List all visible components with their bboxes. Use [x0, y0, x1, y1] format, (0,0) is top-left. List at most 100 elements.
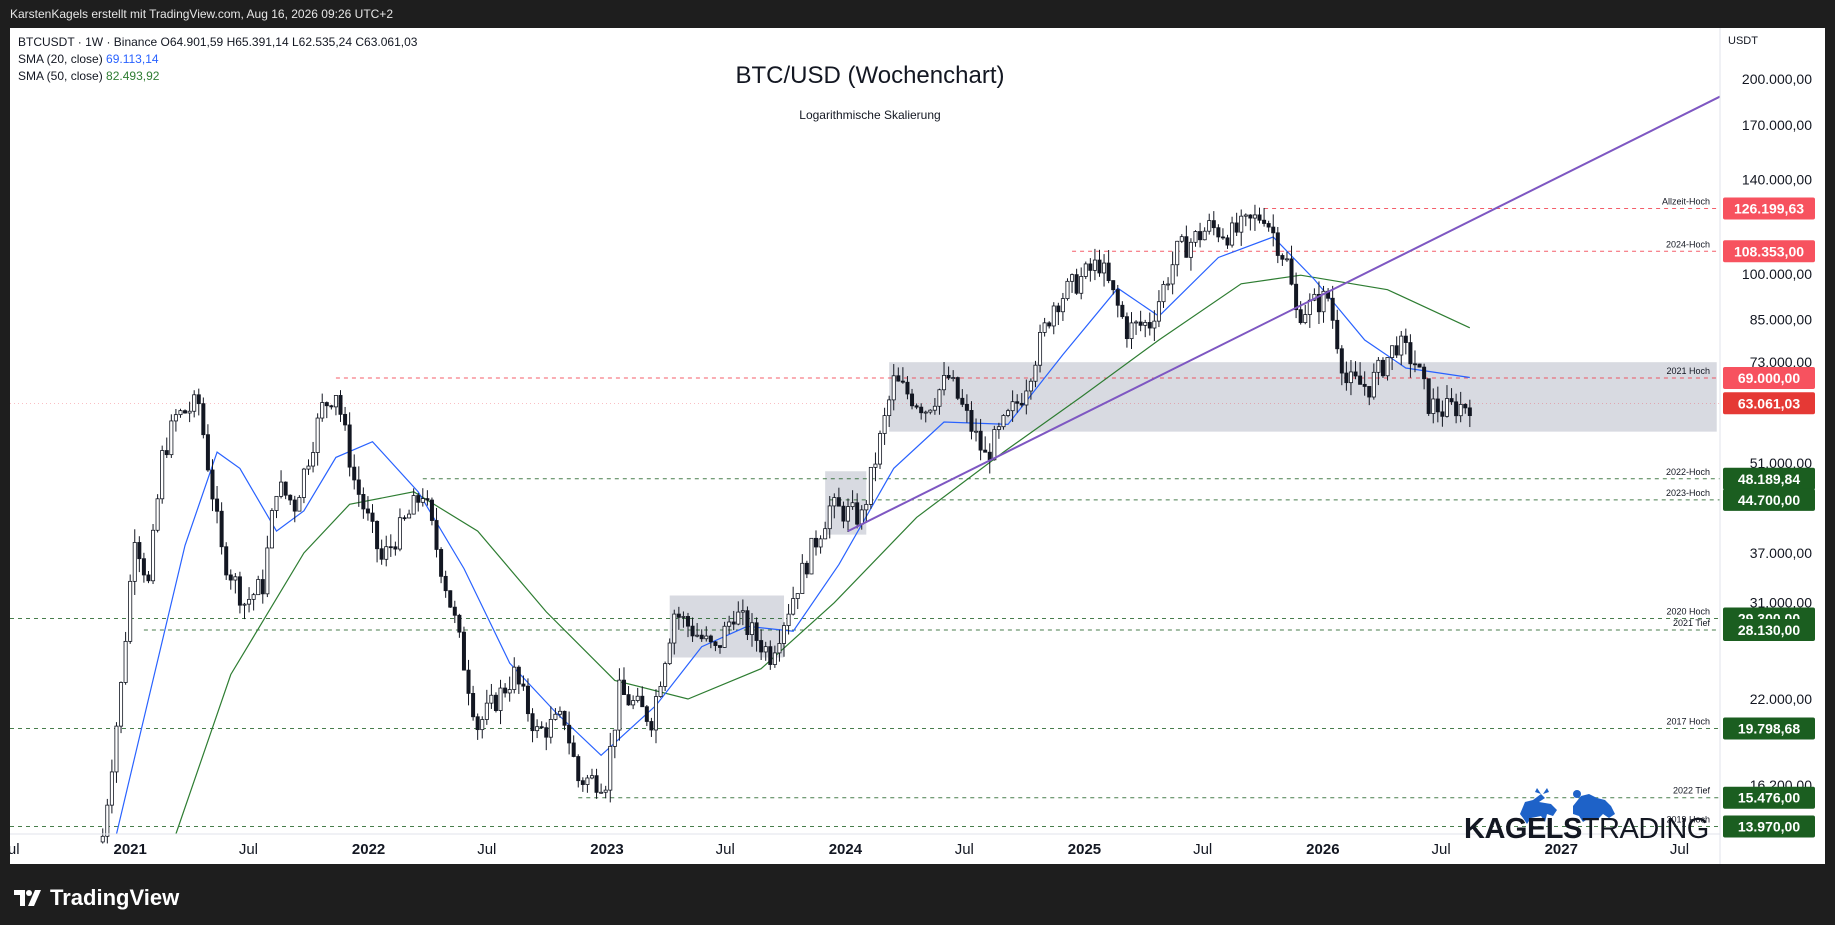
candle-body[interactable] — [594, 775, 599, 793]
candle-body[interactable] — [585, 777, 590, 785]
candle-body[interactable] — [873, 463, 878, 468]
candle-body[interactable] — [768, 646, 773, 665]
candle-body[interactable] — [1262, 219, 1267, 224]
candle-body[interactable] — [919, 406, 924, 414]
candle-body[interactable] — [1358, 375, 1363, 385]
candle-body[interactable] — [256, 579, 261, 596]
candle-body[interactable] — [740, 610, 745, 613]
candle-body[interactable] — [946, 375, 951, 379]
candle-body[interactable] — [1092, 259, 1097, 271]
candle-body[interactable] — [1170, 264, 1175, 285]
candle-body[interactable] — [1412, 363, 1417, 366]
candle-body[interactable] — [1111, 280, 1116, 291]
candle-body[interactable] — [521, 683, 526, 687]
candle-body[interactable] — [219, 510, 224, 548]
candle-body[interactable] — [132, 542, 137, 582]
candle-body[interactable] — [169, 420, 174, 456]
candle-body[interactable] — [1444, 398, 1449, 417]
candle-body[interactable] — [210, 469, 215, 500]
candle-body[interactable] — [228, 574, 233, 581]
candle-body[interactable] — [1070, 274, 1075, 282]
candle-body[interactable] — [1102, 262, 1107, 274]
candle-body[interactable] — [864, 503, 869, 511]
candle-body[interactable] — [457, 614, 462, 633]
candle-body[interactable] — [1257, 214, 1262, 221]
candle-body[interactable] — [1010, 401, 1015, 412]
candle-body[interactable] — [105, 804, 110, 837]
candle-body[interactable] — [745, 610, 750, 636]
candle-body[interactable] — [160, 450, 165, 500]
candle-body[interactable] — [631, 700, 636, 706]
candle-body[interactable] — [1380, 359, 1385, 377]
candle-body[interactable] — [717, 645, 722, 648]
candle-body[interactable] — [557, 710, 562, 715]
candle-body[interactable] — [1344, 372, 1349, 384]
candle-body[interactable] — [1097, 259, 1102, 274]
candle-body[interactable] — [507, 689, 512, 694]
candle-body[interactable] — [164, 450, 169, 456]
candle-body[interactable] — [1330, 297, 1335, 321]
sma50-line[interactable] — [175, 274, 1471, 835]
candle-body[interactable] — [489, 694, 494, 704]
candle-body[interactable] — [1019, 402, 1024, 406]
candle-body[interactable] — [1353, 371, 1358, 377]
candle-body[interactable] — [896, 375, 901, 382]
candle-body[interactable] — [1056, 305, 1061, 313]
candle-body[interactable] — [352, 466, 357, 481]
candle-body[interactable] — [663, 663, 668, 687]
candle-body[interactable] — [1202, 230, 1207, 241]
candle-body[interactable] — [1394, 345, 1399, 356]
candle-body[interactable] — [626, 694, 631, 706]
candle-body[interactable] — [974, 430, 979, 433]
candle-body[interactable] — [1193, 231, 1198, 243]
candle-body[interactable] — [850, 502, 855, 508]
candle-body[interactable] — [1179, 236, 1184, 242]
trendline[interactable] — [847, 95, 1721, 532]
candle-body[interactable] — [653, 696, 658, 731]
candle-body[interactable] — [580, 780, 585, 785]
candle-body[interactable] — [1435, 398, 1440, 413]
candle-body[interactable] — [891, 375, 896, 401]
candle-body[interactable] — [1335, 319, 1340, 350]
candle-body[interactable] — [361, 494, 366, 510]
candle-body[interactable] — [333, 395, 338, 408]
candle-body[interactable] — [443, 575, 448, 592]
candle-body[interactable] — [1134, 321, 1139, 324]
symbol-row[interactable]: BTCUSDT · 1W · Binance O64.901,59 H65.39… — [18, 34, 417, 51]
candle-body[interactable] — [928, 409, 933, 413]
candle-body[interactable] — [1431, 398, 1436, 414]
candle-body[interactable] — [288, 494, 293, 501]
candle-body[interactable] — [859, 509, 864, 525]
candle-body[interactable] — [1198, 231, 1203, 241]
candle-body[interactable] — [713, 641, 718, 646]
candle-body[interactable] — [416, 495, 421, 503]
candle-body[interactable] — [141, 558, 146, 576]
candle-body[interactable] — [942, 375, 947, 391]
candle-body[interactable] — [695, 634, 700, 637]
candle-body[interactable] — [868, 466, 873, 505]
candle-body[interactable] — [900, 380, 905, 383]
candle-body[interactable] — [375, 520, 380, 550]
candle-body[interactable] — [878, 433, 883, 465]
candle-body[interactable] — [846, 506, 851, 522]
candle-body[interactable] — [311, 452, 316, 467]
candle-body[interactable] — [224, 546, 229, 576]
candle-body[interactable] — [306, 465, 311, 470]
candle-body[interactable] — [690, 625, 695, 637]
candle-body[interactable] — [759, 640, 764, 653]
candle-body[interactable] — [1001, 415, 1006, 428]
candle-body[interactable] — [237, 576, 242, 606]
candle-body[interactable] — [1060, 298, 1065, 313]
candle-body[interactable] — [388, 546, 393, 549]
sma50-legend-row[interactable]: SMA (50, close) 82.493,92 — [18, 68, 417, 85]
candle-body[interactable] — [1284, 258, 1289, 261]
candle-body[interactable] — [548, 718, 553, 738]
candle-body[interactable] — [589, 775, 594, 779]
candle-body[interactable] — [201, 403, 206, 436]
candle-body[interactable] — [1280, 255, 1285, 260]
candle-body[interactable] — [365, 508, 370, 514]
candle-body[interactable] — [370, 512, 375, 522]
candle-body[interactable] — [183, 410, 188, 414]
candle-body[interactable] — [969, 410, 974, 432]
price-axis[interactable]: USDT 200.000,00 170.000,00 140.000,00 100.0… — [1728, 35, 1812, 793]
